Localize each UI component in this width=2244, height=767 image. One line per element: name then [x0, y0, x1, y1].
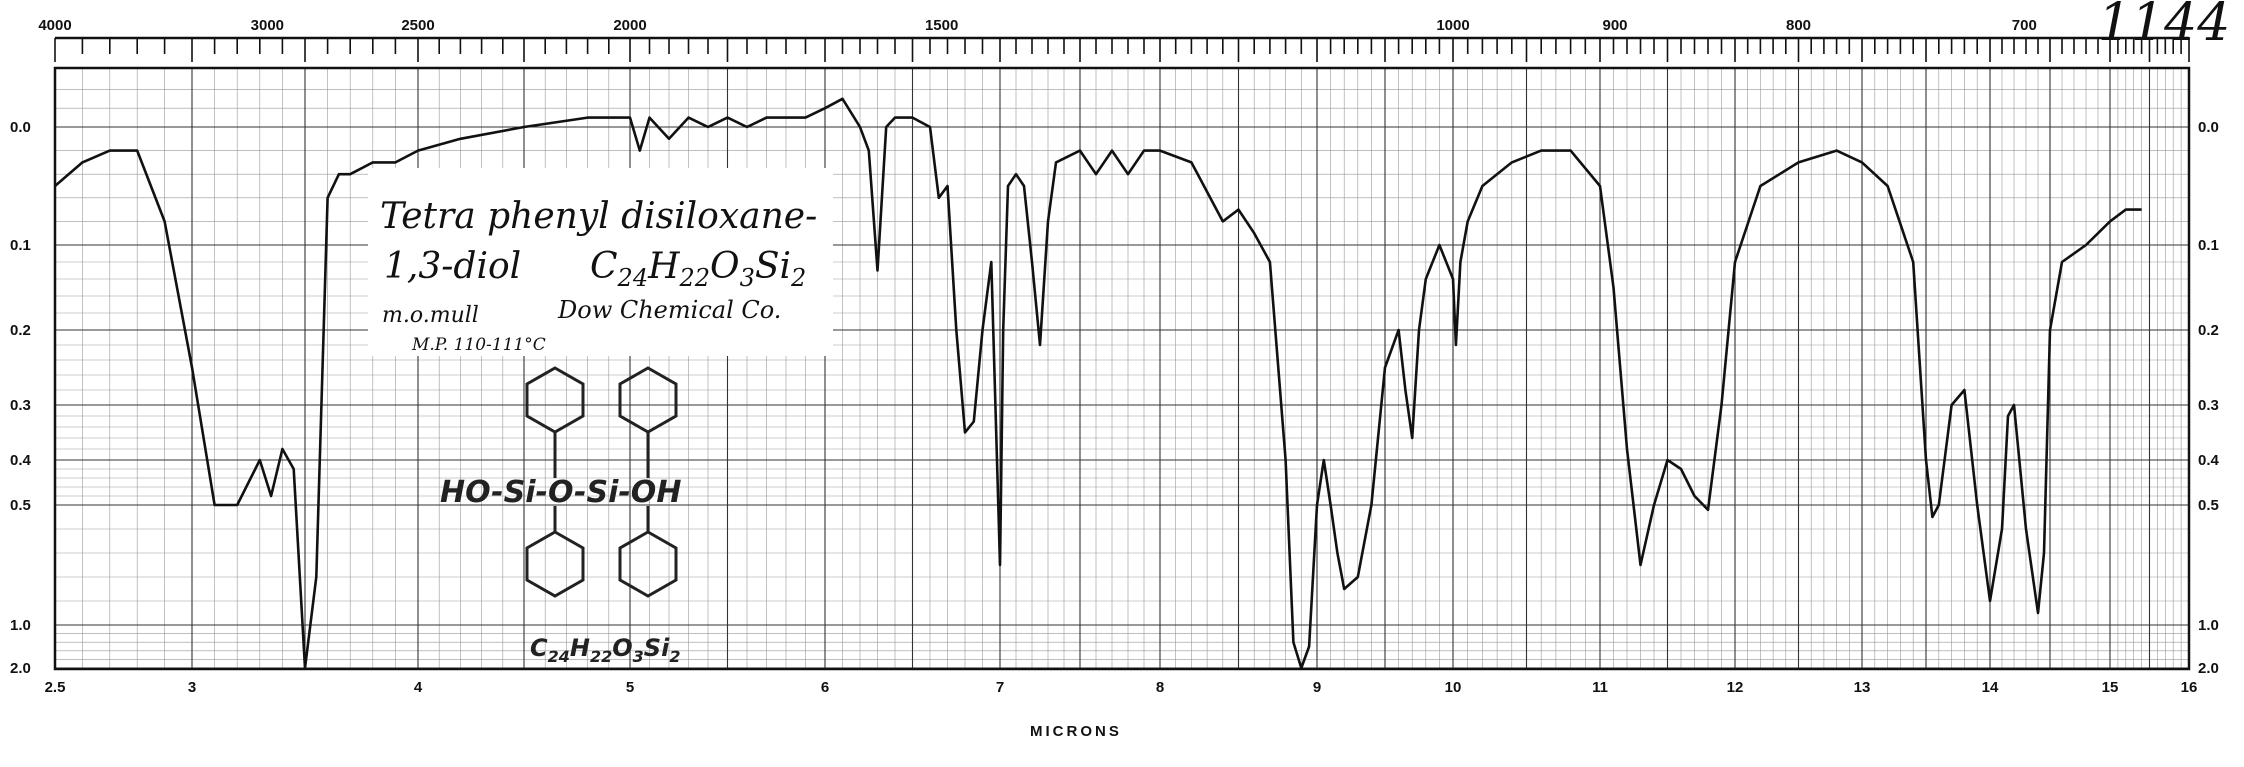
- supplier: Dow Chemical Co.: [557, 296, 781, 324]
- y-axis-left-labels: 0.0 0.1 0.2 0.3 0.4 0.5 1.0 2.0: [10, 119, 32, 677]
- wavenumber-tick-label: 1000: [1436, 17, 1469, 34]
- structure-formula: C24H22O3Si2: [530, 634, 680, 666]
- y-tick-label-right: 1.0: [2198, 617, 2219, 634]
- chemical-structure: [525, 366, 678, 598]
- compound-name-line1: Tetra phenyl disiloxane-: [380, 196, 817, 237]
- wavenumber-tick-label: 2000: [613, 17, 646, 34]
- wavenumber-axis-labels: 4000 3000 2500 2000 1500 1000 900 800 700: [38, 17, 2036, 34]
- y-tick-label-right: 2.0: [2198, 660, 2219, 677]
- sample-prep: m.o.mull: [382, 303, 479, 328]
- micron-tick-label: 6: [821, 679, 829, 696]
- y-tick-label-left: 0.2: [10, 322, 31, 339]
- y-tick-label-left: 0.5: [10, 497, 31, 514]
- y-tick-label-right: 0.1: [2198, 237, 2219, 254]
- y-tick-label-left: 0.0: [10, 119, 31, 136]
- wavenumber-tick-label: 2500: [401, 17, 434, 34]
- micron-tick-label: 10: [1445, 679, 1462, 696]
- x-axis-title: MICRONS: [1030, 723, 1122, 740]
- y-tick-label-right: 0.3: [2198, 397, 2219, 414]
- compound-annotation: Tetra phenyl disiloxane- 1,3-diol C24H22…: [368, 168, 833, 356]
- phenyl-ring-bottom-left: [525, 530, 585, 598]
- compound-name-line2: 1,3-diol: [384, 246, 521, 287]
- micron-tick-label: 11: [1592, 679, 1608, 696]
- wavenumber-tick-label: 900: [1602, 17, 1627, 34]
- micron-tick-label: 4: [414, 679, 423, 696]
- y-tick-label-right: 0.2: [2198, 322, 2219, 339]
- y-tick-label-right: 0.0: [2198, 119, 2219, 136]
- y-axis-right-labels: 0.0 0.1 0.2 0.3 0.4 0.5 1.0 2.0: [2198, 119, 2220, 677]
- micron-tick-label: 12: [1727, 679, 1744, 696]
- spectrum-trace: [54, 97, 2142, 670]
- micron-tick-label: 8: [1156, 679, 1164, 696]
- micron-tick-label: 9: [1313, 679, 1321, 696]
- minor-grid: [55, 68, 2189, 669]
- page-number: 1144: [2098, 0, 2230, 53]
- molecular-formula: C24H22O3Si2: [590, 246, 806, 292]
- annotation-backdrop: [368, 168, 833, 356]
- y-tick-label-left: 1.0: [10, 617, 31, 634]
- phenyl-ring-bottom-right: [618, 530, 678, 598]
- top-tick-marks: [54, 38, 2190, 62]
- micron-tick-label: 7: [996, 679, 1004, 696]
- micron-tick-label: 14: [1982, 679, 1999, 696]
- micron-tick-label: 13: [1854, 679, 1871, 696]
- y-tick-label-right: 0.4: [2198, 452, 2220, 469]
- melting-point: M.P. 110-111°C: [411, 335, 546, 355]
- wavenumber-tick-label: 3000: [251, 17, 284, 34]
- wavenumber-tick-label: 700: [2012, 17, 2037, 34]
- y-tick-label-left: 0.1: [10, 237, 31, 254]
- micron-axis-labels: 2.5 3 4 5 6 7 8 9 10 11 12 13 14 15 16: [45, 679, 2198, 696]
- wavenumber-tick-label: 4000: [38, 17, 71, 34]
- plot-frame: [53, 66, 2191, 671]
- micron-tick-label: 3: [188, 679, 196, 696]
- y-tick-label-left: 0.3: [10, 397, 31, 414]
- micron-tick-label: 2.5: [45, 679, 66, 696]
- y-tick-label-left: 2.0: [10, 660, 31, 677]
- wavenumber-tick-label: 1500: [925, 17, 958, 34]
- micron-tick-label: 5: [626, 679, 634, 696]
- y-tick-label-left: 0.4: [10, 452, 32, 469]
- wavenumber-tick-label: 800: [1786, 17, 1811, 34]
- structure-backbone: HO-Si-O-Si-OH: [440, 475, 681, 510]
- micron-tick-label: 15: [2102, 679, 2119, 696]
- micron-tick-label: 16: [2181, 679, 2198, 696]
- y-tick-label-right: 0.5: [2198, 497, 2219, 514]
